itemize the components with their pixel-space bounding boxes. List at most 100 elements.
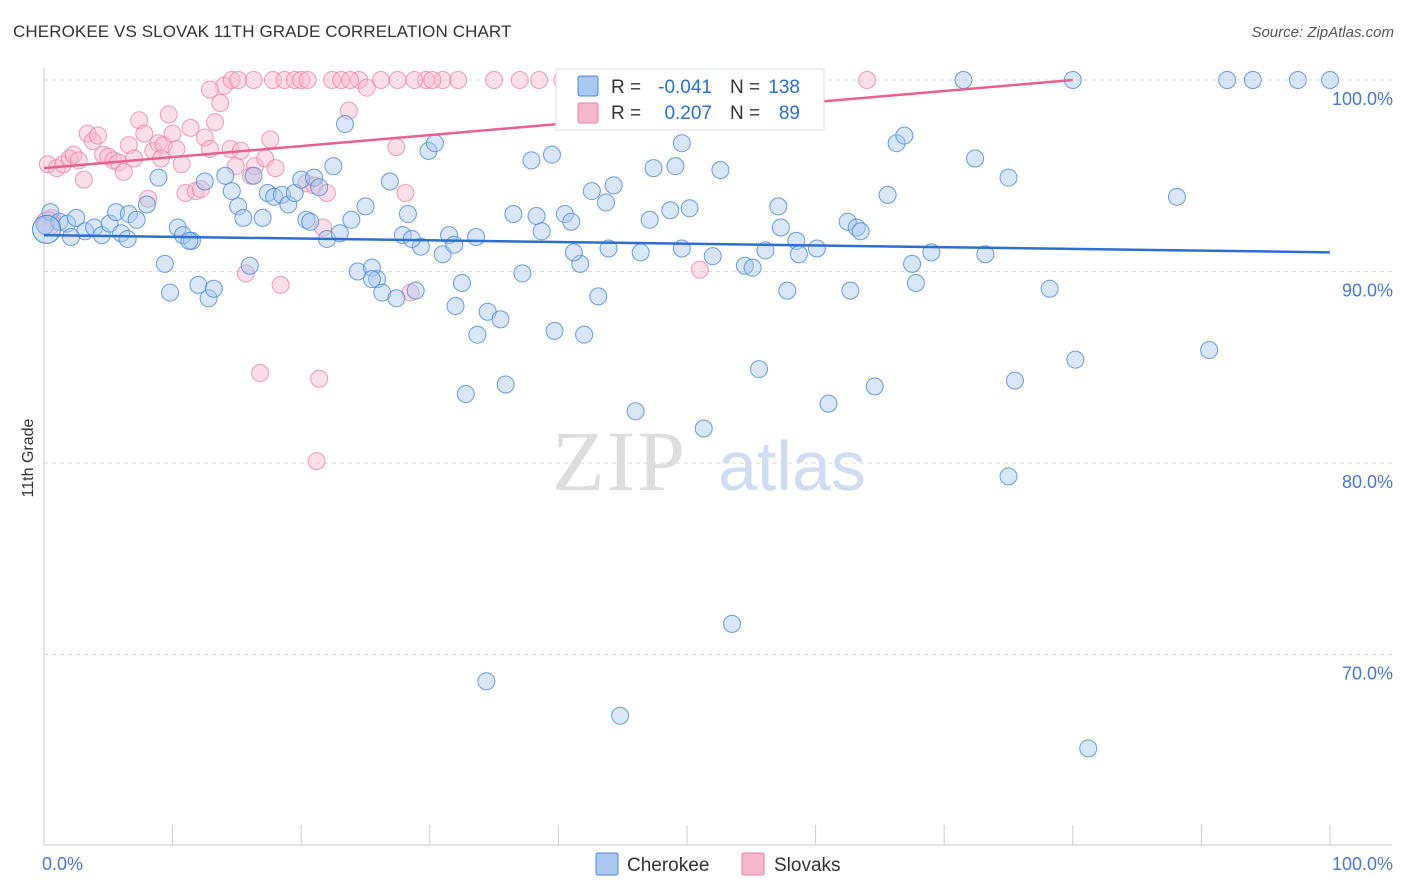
slovak-point <box>159 105 178 124</box>
cherokee-point <box>532 222 551 241</box>
cherokee-point <box>425 134 444 153</box>
slovak-point <box>119 136 138 155</box>
slovak-point <box>125 149 144 168</box>
slovak-point <box>298 71 317 89</box>
slovak-point <box>211 93 230 112</box>
cherokee-point <box>756 241 775 260</box>
cherokee-point <box>32 214 62 244</box>
slovak-point <box>357 78 376 97</box>
slovak-point <box>292 71 311 89</box>
cherokee-point <box>229 197 248 216</box>
cherokee-point <box>769 197 788 216</box>
cherokee-point <box>446 296 465 315</box>
slovak-point <box>339 101 358 120</box>
cherokee-point <box>1288 71 1307 89</box>
cherokee-point <box>582 182 601 201</box>
cherokee-point <box>406 281 425 300</box>
cherokee-point <box>310 178 329 197</box>
cherokee-point <box>596 193 615 212</box>
cherokee-point <box>305 168 324 187</box>
cherokee-point <box>180 231 199 250</box>
cherokee-point <box>851 222 870 241</box>
cherokee-point <box>743 258 762 277</box>
cherokee-point <box>807 239 826 258</box>
cherokee-point <box>966 149 985 168</box>
cherokee-point <box>789 245 808 264</box>
cherokee-point <box>1005 371 1024 390</box>
cherokee-point <box>348 262 367 281</box>
stats-legend-box <box>555 68 825 131</box>
cherokee-point <box>838 212 857 231</box>
cherokee-point <box>571 254 590 273</box>
cherokee-point <box>1321 71 1339 89</box>
cherokee-point <box>819 394 838 413</box>
cherokee-point <box>265 187 284 206</box>
cherokee-point <box>324 157 343 176</box>
cherokee-point <box>999 168 1018 187</box>
cherokee-point <box>644 159 663 178</box>
cherokee-point <box>599 239 618 258</box>
legend-r-label-slovaks: R = <box>611 103 641 124</box>
cherokee-point <box>1218 71 1237 89</box>
slovak-point <box>323 71 342 89</box>
y-tick-labels: 100.0% 90.0% 80.0% 70.0% <box>1332 89 1393 684</box>
slovak-point <box>307 452 326 471</box>
cherokee-point <box>189 275 208 294</box>
cherokee-point <box>368 270 387 289</box>
series-legend-swatch-cherokee <box>595 852 619 876</box>
slovak-point <box>206 113 225 132</box>
stats-legend: R = -0.041 N = 138 R = 0.207 N = 89 <box>555 68 825 131</box>
x-tick-label: 0.0% <box>42 854 83 874</box>
cherokee-point <box>330 224 349 243</box>
slovak-point <box>167 139 186 158</box>
cherokee-point <box>118 229 137 248</box>
cherokee-point <box>1243 71 1262 89</box>
legend-n-label-slovaks: N = <box>730 103 760 124</box>
cherokee-point <box>342 210 361 229</box>
cherokee-trend-line <box>43 233 1331 254</box>
slovak-point <box>271 275 290 294</box>
cherokee-point <box>522 151 541 170</box>
x-tick-labels: 0.0% 100.0% <box>42 854 1393 874</box>
slovak-point <box>310 369 329 388</box>
cherokee-point <box>398 205 417 224</box>
y-axis-title: 11th Grade <box>20 418 37 497</box>
cherokee-point <box>611 706 630 725</box>
cherokee-point <box>723 614 742 633</box>
cherokee-point <box>906 273 925 292</box>
legend-r-value-slovaks: 0.207 <box>664 103 712 124</box>
cherokee-point <box>694 419 713 438</box>
watermark: ZIP atlas <box>552 413 866 509</box>
cherokee-point <box>496 375 515 394</box>
y-tick-label: 90.0% <box>1342 281 1393 301</box>
series-legend-label-slovaks: Slovaks <box>774 855 841 876</box>
cherokee-point <box>672 134 691 153</box>
cherokee-point <box>1200 341 1219 360</box>
cherokee-point <box>564 243 583 262</box>
cherokee-point <box>491 310 510 329</box>
slovak-point <box>244 71 263 89</box>
cherokee-point <box>680 199 699 218</box>
cherokee-point <box>545 321 564 340</box>
slovak-point <box>485 71 504 89</box>
slovak-point <box>181 118 200 137</box>
slovak-point <box>130 111 149 130</box>
cherokee-point <box>666 157 685 176</box>
chart-title: CHEROKEE VS SLOVAK 11TH GRADE CORRELATIO… <box>13 22 512 41</box>
cherokee-point <box>149 168 168 187</box>
cherokee-point <box>575 325 594 344</box>
slovak-point <box>530 71 549 89</box>
slovak-point <box>332 71 351 89</box>
cherokee-point <box>626 402 645 421</box>
slovak-point <box>371 71 390 89</box>
y-tick-label: 100.0% <box>1332 89 1393 109</box>
cherokee-point <box>735 256 754 275</box>
slovak-point <box>64 145 83 164</box>
slovak-point <box>690 260 709 279</box>
watermark-zip: ZIP <box>552 413 687 509</box>
x-tick-label: 100.0% <box>1332 854 1393 874</box>
cherokee-point <box>387 289 406 308</box>
slovak-point <box>433 71 452 89</box>
cherokee-point <box>155 254 174 273</box>
